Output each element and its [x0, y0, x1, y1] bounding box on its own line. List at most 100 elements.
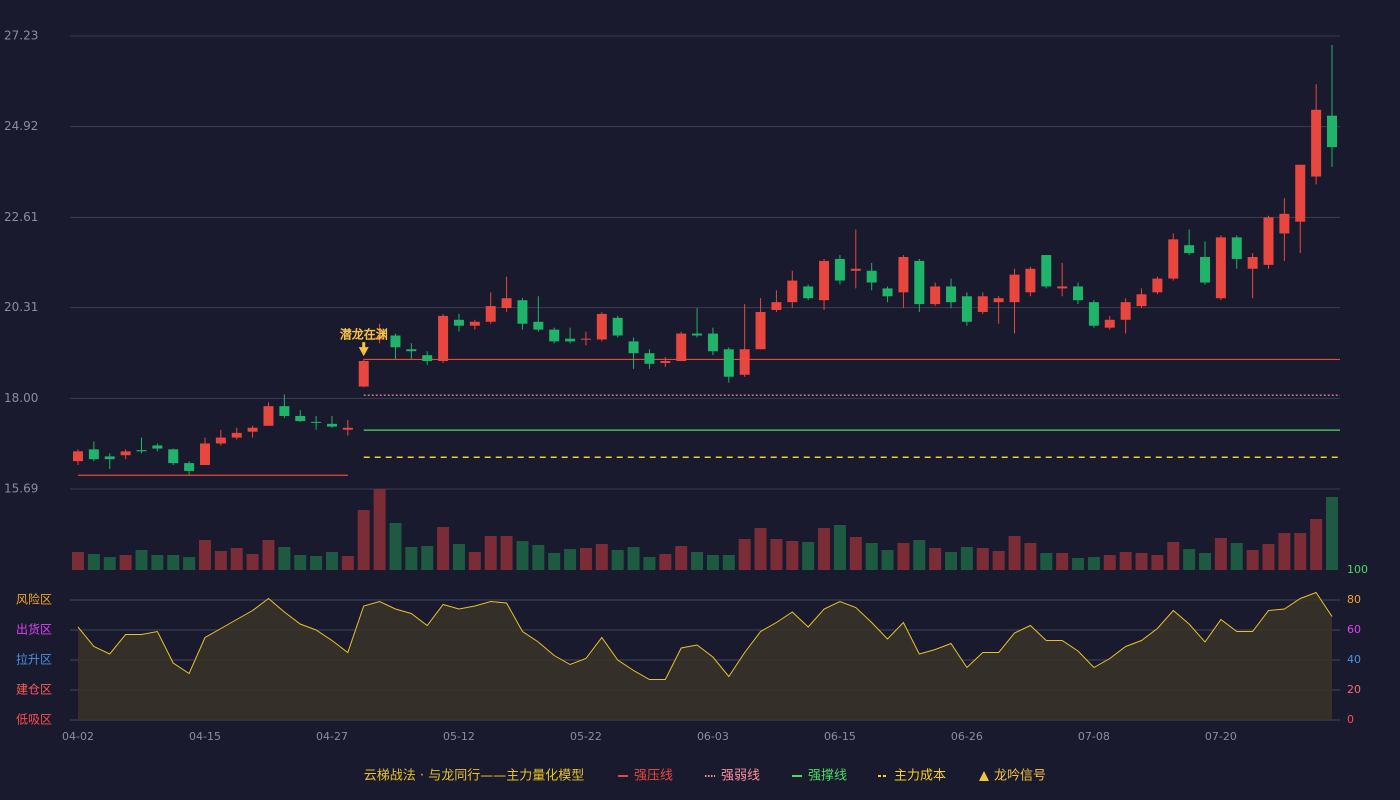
- volume-bar: [1294, 533, 1307, 570]
- candle-body: [692, 333, 703, 336]
- candle-body: [469, 321, 480, 326]
- volume-bar: [389, 523, 402, 570]
- y-tick-label: 22.61: [4, 210, 38, 224]
- volume-bar: [230, 548, 243, 570]
- candle-body: [755, 311, 766, 350]
- volume-bar: [357, 510, 370, 570]
- volume-bar: [310, 556, 323, 570]
- y2-tick-label: 20: [1347, 683, 1361, 696]
- x-tick-label: 04-15: [189, 730, 221, 743]
- candle-body: [961, 296, 972, 322]
- candle-body: [723, 349, 734, 377]
- volume-bar: [643, 557, 656, 570]
- volume-bar: [278, 547, 291, 570]
- volume-bar: [833, 525, 846, 570]
- volume-bar: [706, 555, 719, 570]
- x-tick-label: 05-22: [570, 730, 602, 743]
- candle-body: [311, 421, 322, 423]
- candle-body: [1025, 268, 1036, 293]
- volume-bar: [1056, 553, 1069, 570]
- volume-bar: [405, 547, 418, 570]
- volume-bar: [167, 555, 180, 570]
- candle-body: [977, 296, 988, 312]
- volume-bar: [1230, 543, 1243, 570]
- y-tick-label: 24.92: [4, 119, 38, 133]
- volume-bar: [548, 553, 561, 570]
- candle-body: [358, 361, 369, 387]
- volume-bar: [770, 539, 783, 570]
- volume-bar: [484, 536, 497, 570]
- candle-body: [279, 406, 290, 416]
- volume-bar: [135, 550, 148, 570]
- zone-label: 拉升区: [16, 652, 52, 667]
- candle-body: [422, 355, 433, 362]
- volume-bar: [1087, 557, 1100, 570]
- x-tick-label: 05-12: [443, 730, 475, 743]
- candle-body: [247, 427, 258, 432]
- volume-bar: [1310, 519, 1323, 570]
- candle-body: [993, 298, 1004, 303]
- candle-body: [946, 286, 957, 303]
- candle-body: [850, 268, 861, 271]
- x-tick-label: 04-27: [316, 730, 348, 743]
- legend-label: 强撑线: [808, 769, 847, 784]
- volume-bar: [849, 537, 862, 570]
- x-tick-label: 04-02: [62, 730, 94, 743]
- x-tick-label: 06-03: [697, 730, 729, 743]
- volume-bar: [1008, 536, 1021, 570]
- candle-body: [819, 260, 830, 301]
- volume-bar: [786, 541, 799, 570]
- candle-body: [263, 406, 274, 426]
- volume-bar: [691, 552, 704, 570]
- legend-label: 强弱线: [721, 769, 760, 784]
- signal-arrow: [358, 342, 369, 357]
- legend-label: 龙吟信号: [994, 768, 1046, 784]
- volume-bar: [1262, 544, 1275, 570]
- volume-bar: [516, 541, 529, 570]
- volume-bar: [452, 544, 465, 570]
- x-tick-label: 06-26: [951, 730, 983, 743]
- candle-body: [1215, 237, 1226, 299]
- volume-bar: [246, 554, 259, 570]
- volume-bar: [1040, 553, 1053, 570]
- candle-body: [628, 341, 639, 354]
- volume-bar: [1072, 558, 1085, 570]
- volume-bar: [532, 545, 545, 570]
- volume-bar: [738, 539, 751, 570]
- volume-bar: [1119, 552, 1132, 570]
- y2-tick-label: 80: [1347, 593, 1361, 606]
- candle-body: [453, 319, 464, 326]
- volume-bar: [579, 548, 592, 570]
- zone-label: 低吸区: [16, 713, 52, 727]
- candle-body: [1009, 274, 1020, 303]
- volume-bar: [1103, 555, 1116, 570]
- candle-body: [1152, 278, 1163, 293]
- volume-bar: [1199, 553, 1212, 570]
- volume-bar: [595, 544, 608, 570]
- volume-bar: [1326, 497, 1338, 570]
- volume-bar: [675, 546, 688, 570]
- candle-body: [295, 415, 306, 422]
- volume-bar: [72, 552, 84, 570]
- candle-body: [1088, 302, 1099, 326]
- x-tick-label: 06-15: [824, 730, 856, 743]
- y2-tick-label: 100: [1347, 563, 1368, 576]
- candle-body: [612, 317, 623, 336]
- candle-body: [1057, 286, 1068, 289]
- zone-label: 建仓区: [16, 683, 52, 697]
- volume-bar: [865, 543, 878, 570]
- volume-bar: [214, 551, 227, 570]
- candle-body: [73, 451, 83, 462]
- candle-body: [501, 298, 512, 309]
- candle-body: [215, 437, 226, 444]
- candle-body: [231, 432, 242, 438]
- volume-bar: [1151, 555, 1164, 570]
- volume-bar: [818, 528, 831, 570]
- volume-bar: [262, 540, 275, 570]
- candle-body: [1247, 257, 1258, 269]
- volume-bar: [198, 540, 211, 570]
- volume-bar: [627, 547, 640, 570]
- legend-label: 主力成本: [894, 769, 946, 784]
- candle-body: [739, 349, 750, 375]
